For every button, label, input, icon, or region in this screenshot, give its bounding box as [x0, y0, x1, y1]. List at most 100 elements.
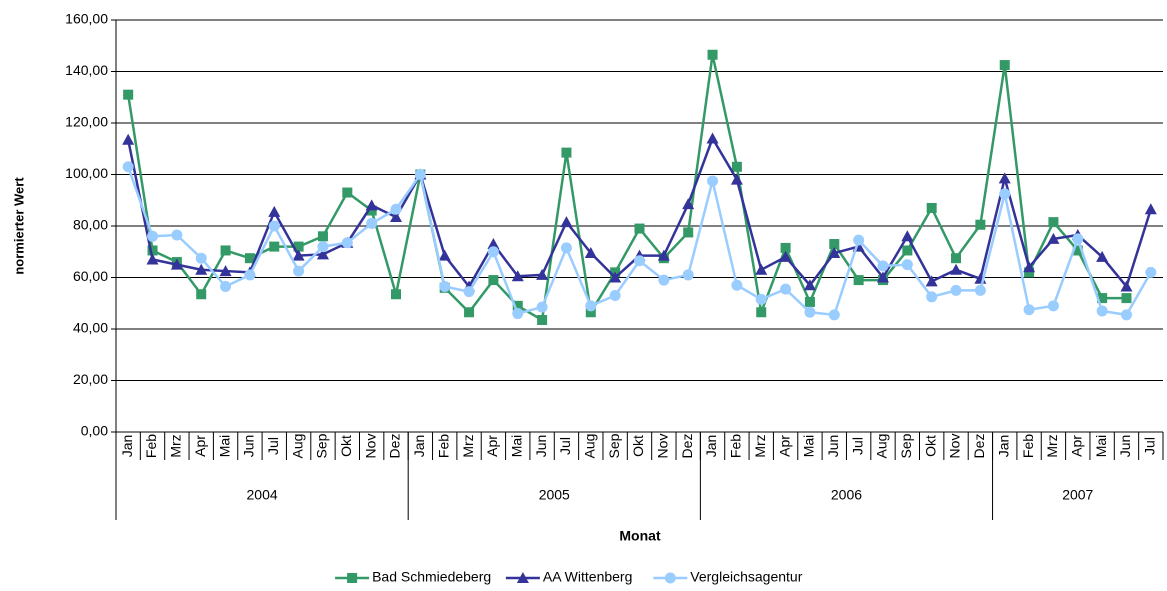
group-label: 2007 [1062, 487, 1093, 503]
x-tick-label: Jul [849, 437, 865, 455]
x-tick-label: Mrz [460, 434, 476, 457]
marker [804, 306, 816, 318]
group-label: 2005 [539, 487, 570, 503]
marker [926, 202, 937, 213]
marker [1120, 309, 1132, 321]
marker [170, 258, 183, 270]
x-tick-label: Sep [606, 433, 622, 458]
x-tick-label: Feb [1020, 434, 1036, 458]
marker [123, 89, 134, 100]
x-tick-label: Apr [1068, 435, 1084, 457]
legend-label: Vergleichsagentur [690, 569, 802, 585]
marker [560, 216, 573, 228]
marker [664, 572, 676, 584]
x-tick-label: Nov [655, 434, 671, 459]
marker [804, 296, 815, 307]
y-tick-label: 100,00 [65, 165, 108, 181]
marker [366, 205, 377, 216]
marker [683, 227, 694, 238]
y-tick-label: 120,00 [65, 114, 108, 130]
marker [755, 263, 768, 275]
x-tick-label: Dez [387, 434, 403, 459]
marker [1121, 293, 1132, 304]
x-tick-label: Okt [630, 435, 646, 457]
marker [658, 274, 670, 286]
marker [1096, 305, 1108, 317]
marker [146, 253, 159, 265]
legend-label: AA Wittenberg [543, 569, 633, 585]
marker [706, 132, 719, 144]
marker [828, 309, 840, 321]
marker [268, 220, 280, 232]
x-tick-label: Feb [435, 434, 451, 458]
legend-item: AA Wittenberg [505, 569, 633, 585]
marker [828, 247, 841, 259]
series-line [126, 166, 1152, 317]
marker [1097, 293, 1108, 304]
y-tick-label: 140,00 [65, 62, 108, 78]
x-tick-label: Aug [874, 434, 890, 459]
marker [853, 234, 865, 246]
x-tick-label: Dez [971, 434, 987, 459]
y-tick-label: 80,00 [73, 217, 108, 233]
marker [195, 252, 207, 264]
marker [853, 275, 864, 286]
marker [195, 263, 208, 275]
group-label: 2006 [831, 487, 862, 503]
y-tick-label: 60,00 [73, 268, 108, 284]
marker [341, 237, 353, 249]
marker [902, 245, 913, 256]
x-tick-label: Okt [338, 435, 354, 457]
marker [1072, 245, 1083, 256]
marker [755, 293, 767, 305]
marker [999, 60, 1010, 71]
marker [901, 230, 914, 242]
marker [536, 268, 549, 280]
marker [1047, 232, 1060, 244]
legend-item: Bad Schmiedeberg [335, 569, 491, 585]
marker [585, 307, 596, 318]
x-tick-label: Apr [776, 435, 792, 457]
marker [317, 231, 328, 242]
marker [731, 161, 742, 172]
marker [1072, 233, 1084, 245]
marker [803, 279, 816, 291]
marker [512, 300, 523, 311]
marker [609, 290, 621, 302]
marker [147, 245, 158, 256]
marker [974, 284, 986, 296]
marker [122, 133, 135, 145]
x-tick-label: Nov [362, 434, 378, 459]
marker [877, 260, 889, 272]
x-axis-label: Monat [619, 528, 661, 544]
marker [634, 223, 645, 234]
marker [1144, 203, 1157, 215]
marker [171, 229, 183, 241]
marker [730, 173, 743, 185]
x-tick-label: Mrz [1044, 434, 1060, 457]
marker [634, 255, 645, 267]
marker [536, 301, 548, 313]
x-tick-label: Jun [1117, 435, 1133, 458]
x-tick-label: Mrz [168, 434, 184, 457]
marker [707, 49, 718, 60]
marker [342, 187, 353, 198]
x-tick-label: Apr [192, 435, 208, 457]
marker [780, 283, 792, 295]
marker [585, 300, 597, 312]
marker [487, 246, 499, 258]
marker [317, 241, 329, 253]
marker [487, 238, 500, 250]
marker [516, 572, 529, 583]
marker [220, 281, 232, 293]
marker [347, 573, 358, 583]
marker [464, 307, 475, 318]
y-tick-label: 0,00 [81, 423, 108, 439]
marker [925, 275, 938, 287]
x-tick-label: Mrz [752, 434, 768, 457]
marker [293, 265, 305, 277]
x-tick-label: Aug [289, 434, 305, 459]
marker [316, 248, 329, 260]
x-tick-label: Mai [1093, 435, 1109, 458]
